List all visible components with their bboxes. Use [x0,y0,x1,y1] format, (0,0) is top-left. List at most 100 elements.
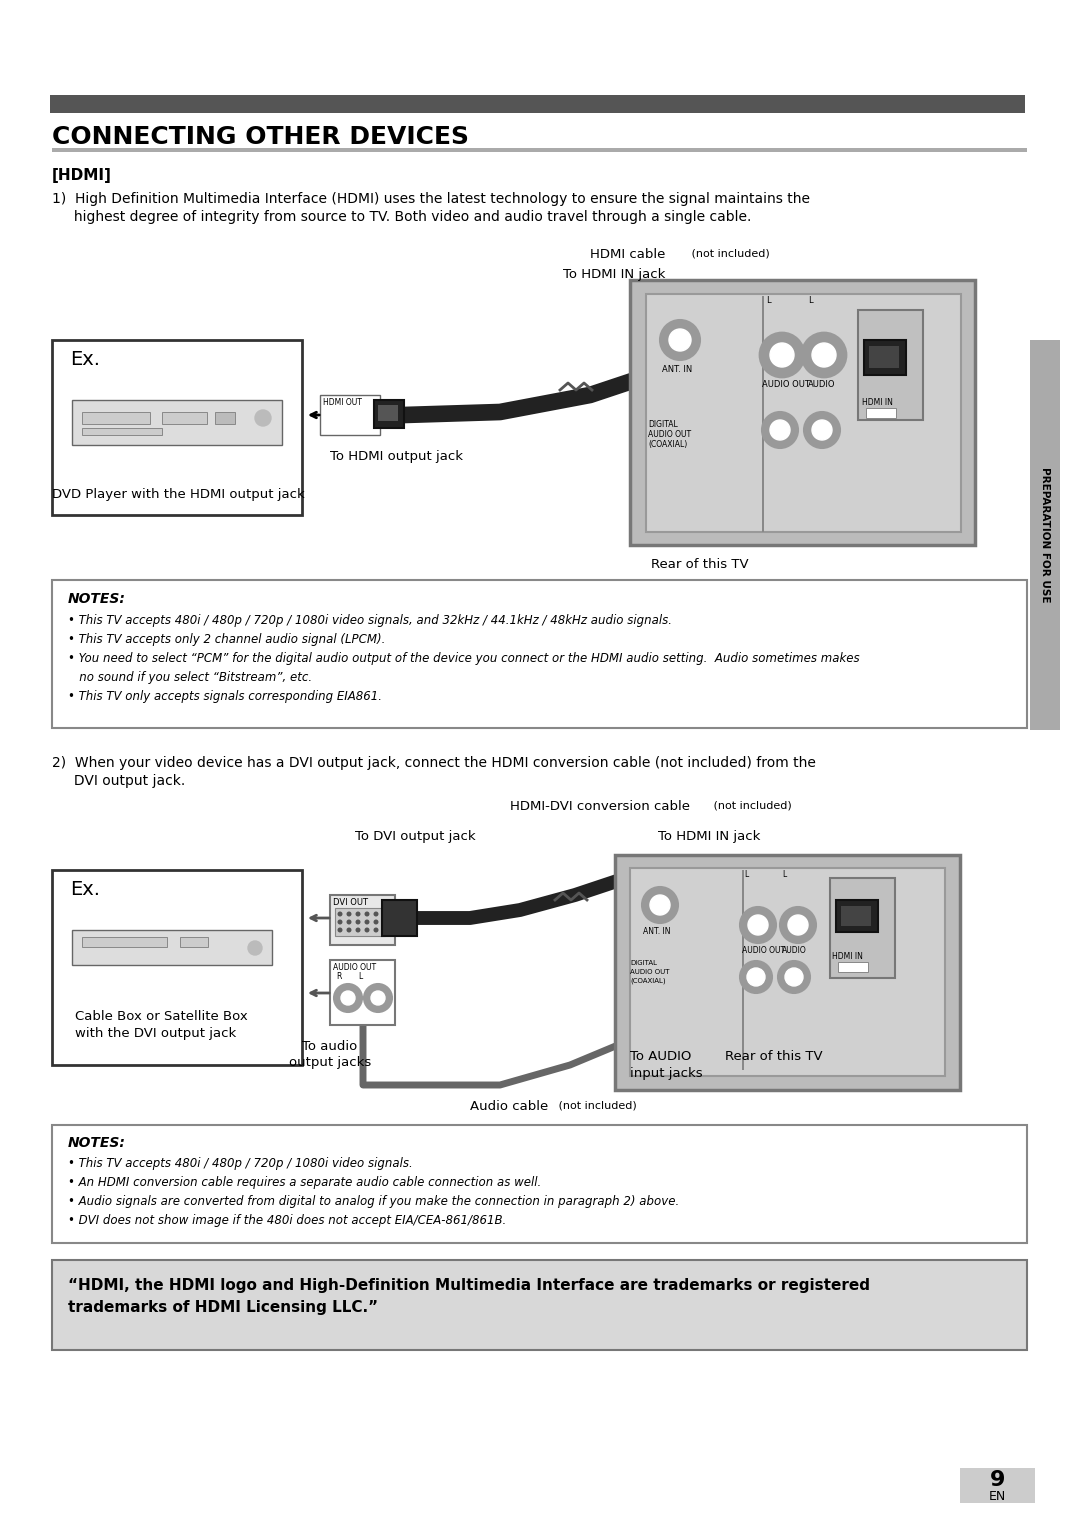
Circle shape [676,336,684,343]
Circle shape [372,990,384,1006]
Circle shape [650,896,670,916]
Bar [52,1125,1027,1244]
Circle shape [791,974,797,981]
Text: R: R [748,961,754,971]
Text: AUDIO OUT: AUDIO OUT [762,380,810,389]
Circle shape [777,426,784,433]
Text: Rear of this TV: Rear of this TV [725,1050,823,1064]
Bar [50,95,1025,113]
Circle shape [248,942,262,955]
Circle shape [669,330,691,351]
Circle shape [788,916,808,935]
Text: HDMI: HDMI [841,963,858,967]
Bar [869,346,899,368]
Text: AUDIO OUT: AUDIO OUT [630,969,670,975]
Text: [HDMI]: [HDMI] [52,168,112,183]
Text: To HDMI IN jack: To HDMI IN jack [563,269,665,281]
Bar [864,340,906,375]
Text: CONNECTING OTHER DEVICES: CONNECTING OTHER DEVICES [52,125,469,150]
Bar [836,900,878,932]
Circle shape [642,887,678,923]
Text: • This TV only accepts signals corresponding EIA861.: • This TV only accepts signals correspon… [68,690,382,703]
Circle shape [753,974,759,981]
Text: To audio: To audio [302,1041,357,1053]
Text: R: R [786,961,792,971]
Circle shape [347,911,351,917]
Bar [215,412,235,424]
Bar [330,896,395,945]
Bar [320,395,380,435]
Text: (COAXIAL): (COAXIAL) [648,439,687,449]
Bar [960,1468,1035,1503]
Circle shape [780,906,816,943]
Circle shape [802,333,846,377]
Circle shape [355,911,361,917]
Text: • This TV accepts 480i / 480p / 720p / 1080i video signals, and 32kHz / 44.1kHz : • This TV accepts 480i / 480p / 720p / 1… [68,613,672,627]
Text: L: L [808,296,812,305]
Text: ANT. IN: ANT. IN [643,926,671,935]
Circle shape [347,920,351,925]
Circle shape [748,916,768,935]
Bar [335,908,384,935]
Text: (not included): (not included) [710,800,792,810]
Text: L: L [766,296,771,305]
Text: • You need to select “PCM” for the digital audio output of the device you connec: • You need to select “PCM” for the digit… [68,652,860,665]
Circle shape [374,920,378,925]
Text: with the DVI output jack: with the DVI output jack [75,1027,237,1041]
Circle shape [812,343,836,366]
Text: AUDIO OUT: AUDIO OUT [648,430,691,439]
Text: HDMI: HDMI [869,409,886,414]
Text: ANT. IN: ANT. IN [662,365,692,374]
Text: (COAXIAL): (COAXIAL) [630,978,665,984]
Text: PREPARATION FOR USE: PREPARATION FOR USE [1040,467,1050,603]
Text: NOTES:: NOTES: [68,1135,126,1151]
Bar [866,407,896,418]
Circle shape [337,911,342,917]
Text: DVI OUT: DVI OUT [333,897,368,906]
Bar [762,296,764,533]
Text: • An HDMI conversion cable requires a separate audio cable connection as well.: • An HDMI conversion cable requires a se… [68,1177,541,1189]
Circle shape [747,967,765,986]
Circle shape [812,420,832,439]
Circle shape [656,900,664,909]
Bar [630,279,975,545]
Bar [82,427,162,435]
Bar [838,961,868,972]
Text: To DVI output jack: To DVI output jack [355,830,475,842]
Circle shape [777,349,787,360]
Circle shape [347,928,351,932]
Circle shape [785,967,804,986]
Bar [1030,340,1059,729]
Text: • This TV accepts only 2 channel audio signal (LPCM).: • This TV accepts only 2 channel audio s… [68,633,386,645]
Bar [742,870,744,1070]
Text: HDMI IN: HDMI IN [832,952,863,961]
Text: To HDMI IN jack: To HDMI IN jack [658,830,760,842]
Text: (not included): (not included) [688,249,770,258]
Bar [52,870,302,1065]
Text: R: R [770,415,775,424]
Bar [82,412,150,424]
Circle shape [804,412,840,449]
Text: HDMI-DVI conversion cable: HDMI-DVI conversion cable [510,800,690,813]
Text: DVD Player with the HDMI output jack: DVD Player with the HDMI output jack [52,488,305,501]
Circle shape [374,911,378,917]
Circle shape [760,333,804,377]
Text: AUDIO: AUDIO [808,380,836,389]
Circle shape [770,343,794,366]
Circle shape [365,911,369,917]
Text: (not included): (not included) [555,1100,637,1109]
Text: “HDMI, the HDMI logo and High-Definition Multimedia Interface are trademarks or : “HDMI, the HDMI logo and High-Definition… [68,1277,870,1293]
Circle shape [337,920,342,925]
Text: DIGITAL: DIGITAL [630,960,657,966]
Circle shape [794,922,802,929]
Circle shape [740,961,772,993]
Circle shape [770,420,789,439]
Circle shape [762,412,798,449]
Circle shape [255,410,271,426]
Text: AUDIO OUT: AUDIO OUT [742,946,785,955]
Text: Audio cable: Audio cable [470,1100,549,1112]
Text: To HDMI output jack: To HDMI output jack [330,450,463,462]
Bar [82,937,167,948]
Bar [52,340,302,514]
Text: NOTES:: NOTES: [68,592,126,606]
